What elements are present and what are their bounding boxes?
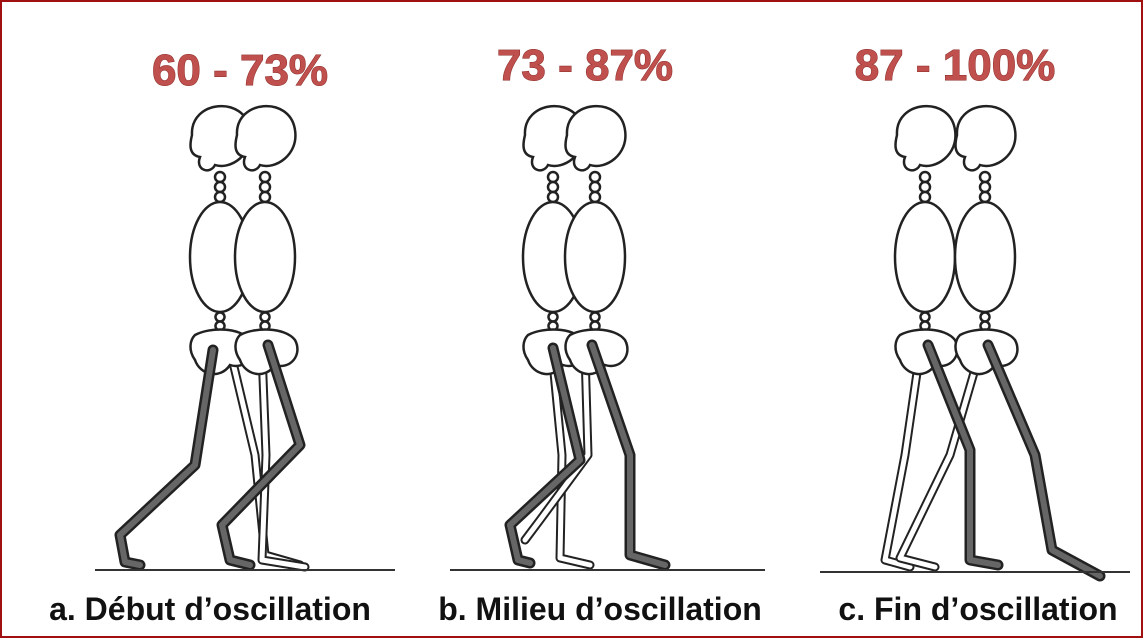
- panel-c-figures: [820, 104, 1130, 582]
- phase-caption: c. Fin d’oscillation: [838, 591, 1117, 627]
- phase-caption: a. Début d’oscillation: [49, 591, 371, 627]
- phase-range: 87 - 100%: [855, 41, 1056, 90]
- phase-caption: b. Milieu d’oscillation: [438, 591, 762, 627]
- phase-range: 60 - 73%: [152, 46, 328, 95]
- panel-b-figures: [450, 104, 765, 571]
- phase-range: 73 - 87%: [497, 41, 673, 90]
- panel-a-figures: [95, 104, 395, 572]
